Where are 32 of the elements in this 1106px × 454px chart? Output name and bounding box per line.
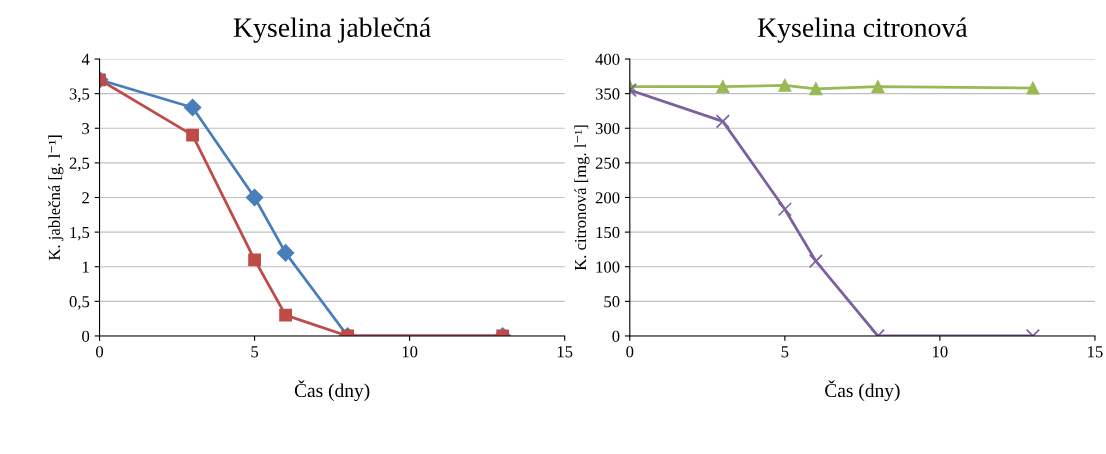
y-tick-label: 350 [595,88,620,100]
y-tick-label: 150 [596,226,620,239]
y-tick-label: 2,5 [69,157,90,172]
x-axis-title: Čas (dny) [825,380,900,402]
y-axis-title: K. citronová [mg. l⁻¹] [574,125,590,271]
y-tick-label: 0 [82,330,90,342]
y-tick-label: 50 [604,296,620,308]
y-tick-label: 1,5 [70,226,90,241]
x-tick-label: 10 [402,346,418,358]
chart-title: Kyselina citronová [757,17,968,43]
x-tick-label: 0 [626,346,634,358]
y-tick-label: 0 [612,330,620,342]
chart-title: Kyselina jablečná [233,17,431,43]
y-tick-label: 400 [595,53,620,65]
x-tick-label: 15 [557,346,573,358]
y-tick-label: 300 [595,122,620,135]
x-tick-label: 10 [933,346,948,358]
x-tick-label: 5 [781,346,789,358]
y-tick-label: 250 [595,157,620,169]
x-tick-label: 15 [1088,346,1103,358]
y-tick-label: 1 [82,261,89,273]
y-tick-label: 4 [81,53,90,65]
x-tick-label: 5 [251,346,259,358]
y-axis-title: K. jablečná [g. l⁻¹] [48,135,64,261]
x-axis-title: Čas (dny) [294,380,370,402]
y-tick-label: 3,5 [69,88,90,102]
y-tick-label: 2 [82,192,89,204]
y-tick-label: 200 [595,192,620,204]
x-tick-label: 0 [96,346,104,358]
y-tick-label: 100 [596,261,620,273]
y-tick-label: 0,5 [69,296,90,310]
y-tick-label: 3 [82,123,90,135]
